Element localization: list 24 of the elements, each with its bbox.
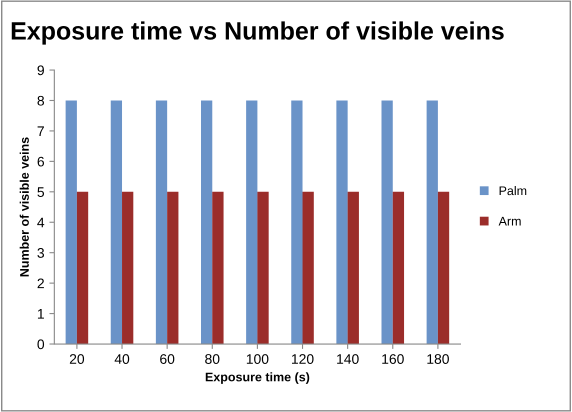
y-tick-label: 5 [37, 187, 44, 197]
x-tick-label: 160 [382, 354, 404, 364]
y-tick-label: 8 [38, 96, 44, 106]
y-tick-label: 3 [37, 248, 44, 258]
x-tick-label: 20 [70, 354, 84, 364]
y-tick-label: 0 [37, 339, 44, 350]
legend-label: Palm [500, 186, 526, 196]
y-tick-label: 2 [38, 278, 44, 288]
y-tick-label: 6 [38, 156, 44, 167]
x-tick-label: 100 [246, 354, 268, 364]
x-tick-label: 120 [292, 354, 314, 364]
x-tick-label: 40 [114, 354, 130, 364]
y-tick-label: 4 [37, 218, 44, 228]
y-axis-title: Number of visible veins [20, 137, 29, 276]
x-tick-label: 80 [205, 354, 220, 364]
y-tick-label: 7 [38, 126, 44, 136]
chart-title: Exposure time vs Number of visible veins [12, 21, 504, 45]
x-tick-label: 140 [337, 354, 359, 364]
y-tick-label: 1 [38, 309, 44, 319]
y-tick-label: 9 [38, 65, 44, 76]
legend-label: Arm [498, 216, 521, 226]
x-tick-label: 180 [427, 354, 449, 364]
x-axis-title: Exposure time (s) [206, 372, 310, 384]
x-tick-label: 60 [160, 354, 174, 364]
